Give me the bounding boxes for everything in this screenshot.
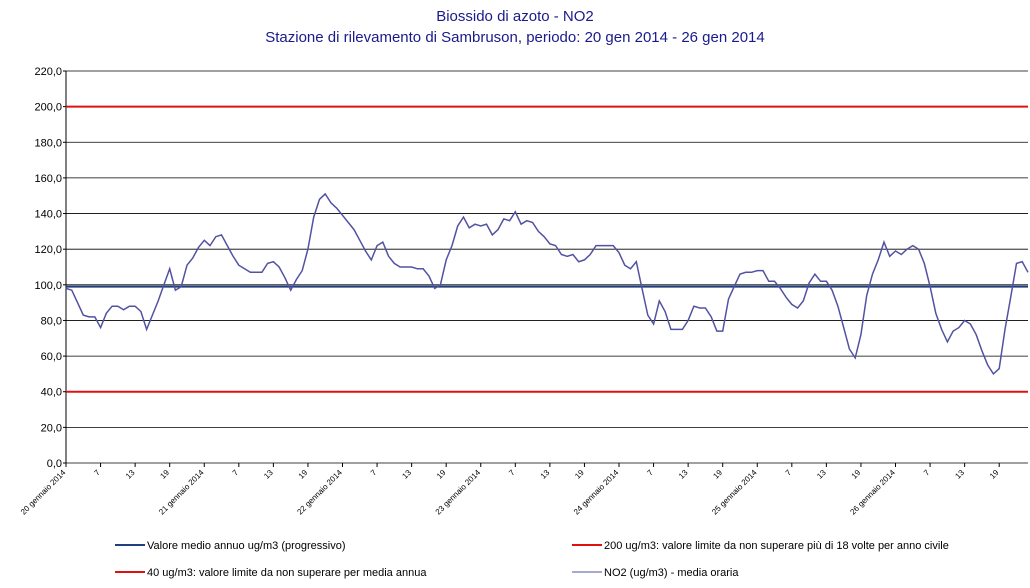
x-tick-label: 13 <box>124 468 137 481</box>
x-tick-label: 19 <box>435 468 448 481</box>
y-tick-label: 0,0 <box>47 458 62 470</box>
x-tick-label: 13 <box>677 468 690 481</box>
x-tick-label: 7 <box>784 468 794 478</box>
x-tick-label: 7 <box>369 468 379 478</box>
legend-label: 40 ug/m3: valore limite da non superare … <box>147 567 427 579</box>
y-tick-label: 40,0 <box>41 387 62 399</box>
y-tick-label: 80,0 <box>41 315 62 327</box>
y-tick-label: 140,0 <box>34 209 62 221</box>
chart-subtitle: Stazione di rilevamento di Sambruson, pe… <box>265 29 765 46</box>
y-tick-label: 100,0 <box>34 280 62 292</box>
x-tick-label: 19 <box>988 468 1001 481</box>
x-tick-label: 19 <box>711 468 724 481</box>
x-tick-label: 13 <box>262 468 275 481</box>
x-tick-label: 7 <box>922 468 932 478</box>
x-tick-label: 7 <box>92 468 102 478</box>
x-tick-label: 13 <box>539 468 552 481</box>
legend-label: Valore medio annuo ug/m3 (progressivo) <box>147 540 346 552</box>
x-tick-label: 19 <box>850 468 863 481</box>
y-tick-label: 220,0 <box>34 66 62 78</box>
legend-label: 200 ug/m3: valore limite da non superare… <box>604 540 949 552</box>
x-tick-label: 20 gennaio 2014 <box>19 468 68 517</box>
data-line <box>65 192 1029 376</box>
x-tick-label: 13 <box>953 468 966 481</box>
x-tick-label: 19 <box>573 468 586 481</box>
x-tick-label: 13 <box>815 468 828 481</box>
y-tick-label: 120,0 <box>34 244 62 256</box>
x-tick-label: 7 <box>507 468 517 478</box>
y-tick-label: 200,0 <box>34 102 62 114</box>
y-tick-label: 60,0 <box>41 351 62 363</box>
x-tick-label: 13 <box>400 468 413 481</box>
y-tick-label: 20,0 <box>41 422 62 434</box>
legend-label: NO2 (ug/m3) - media oraria <box>604 567 739 579</box>
x-tick-label: 7 <box>231 468 241 478</box>
x-tick-label: 19 <box>297 468 310 481</box>
y-tick-label: 160,0 <box>34 173 62 185</box>
chart-title: Biossido di azoto - NO2 <box>436 8 594 25</box>
x-tick-label: 19 <box>158 468 171 481</box>
y-tick-label: 180,0 <box>34 137 62 149</box>
x-tick-label: 7 <box>645 468 655 478</box>
